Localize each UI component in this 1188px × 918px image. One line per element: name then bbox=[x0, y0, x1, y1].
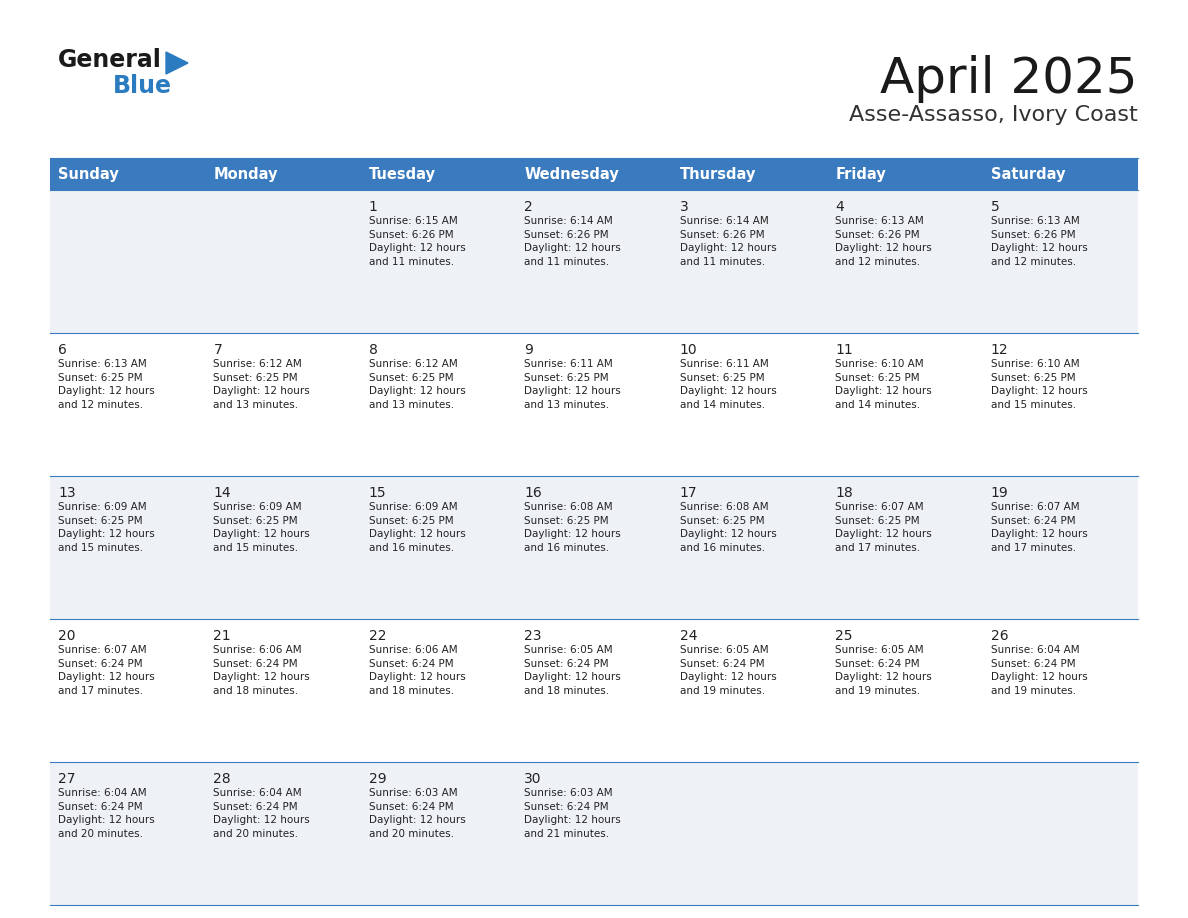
Text: 6: 6 bbox=[58, 343, 67, 357]
Text: Sunrise: 6:06 AM
Sunset: 6:24 PM
Daylight: 12 hours
and 18 minutes.: Sunrise: 6:06 AM Sunset: 6:24 PM Dayligh… bbox=[214, 645, 310, 696]
Text: 13: 13 bbox=[58, 486, 76, 500]
Text: Sunrise: 6:08 AM
Sunset: 6:25 PM
Daylight: 12 hours
and 16 minutes.: Sunrise: 6:08 AM Sunset: 6:25 PM Dayligh… bbox=[524, 502, 621, 553]
Text: Sunrise: 6:09 AM
Sunset: 6:25 PM
Daylight: 12 hours
and 16 minutes.: Sunrise: 6:09 AM Sunset: 6:25 PM Dayligh… bbox=[368, 502, 466, 553]
Text: Sunrise: 6:09 AM
Sunset: 6:25 PM
Daylight: 12 hours
and 15 minutes.: Sunrise: 6:09 AM Sunset: 6:25 PM Dayligh… bbox=[214, 502, 310, 553]
Text: 9: 9 bbox=[524, 343, 533, 357]
Text: 12: 12 bbox=[991, 343, 1009, 357]
Text: 3: 3 bbox=[680, 200, 689, 214]
FancyBboxPatch shape bbox=[50, 158, 1138, 190]
Text: 2: 2 bbox=[524, 200, 533, 214]
Text: Sunrise: 6:14 AM
Sunset: 6:26 PM
Daylight: 12 hours
and 11 minutes.: Sunrise: 6:14 AM Sunset: 6:26 PM Dayligh… bbox=[524, 216, 621, 267]
Text: 5: 5 bbox=[991, 200, 999, 214]
Text: 15: 15 bbox=[368, 486, 386, 500]
Text: Blue: Blue bbox=[113, 74, 172, 98]
Text: General: General bbox=[58, 48, 162, 72]
Text: 7: 7 bbox=[214, 343, 222, 357]
FancyBboxPatch shape bbox=[50, 619, 1138, 762]
Text: Sunrise: 6:11 AM
Sunset: 6:25 PM
Daylight: 12 hours
and 14 minutes.: Sunrise: 6:11 AM Sunset: 6:25 PM Dayligh… bbox=[680, 359, 777, 409]
Text: 21: 21 bbox=[214, 629, 230, 643]
Text: 17: 17 bbox=[680, 486, 697, 500]
Text: 26: 26 bbox=[991, 629, 1009, 643]
Text: 20: 20 bbox=[58, 629, 76, 643]
Text: Monday: Monday bbox=[214, 166, 278, 182]
Text: Tuesday: Tuesday bbox=[368, 166, 436, 182]
Text: Friday: Friday bbox=[835, 166, 886, 182]
Text: Wednesday: Wednesday bbox=[524, 166, 619, 182]
Text: 18: 18 bbox=[835, 486, 853, 500]
Text: Sunrise: 6:09 AM
Sunset: 6:25 PM
Daylight: 12 hours
and 15 minutes.: Sunrise: 6:09 AM Sunset: 6:25 PM Dayligh… bbox=[58, 502, 154, 553]
Text: Sunrise: 6:13 AM
Sunset: 6:26 PM
Daylight: 12 hours
and 12 minutes.: Sunrise: 6:13 AM Sunset: 6:26 PM Dayligh… bbox=[991, 216, 1087, 267]
Text: Sunrise: 6:10 AM
Sunset: 6:25 PM
Daylight: 12 hours
and 14 minutes.: Sunrise: 6:10 AM Sunset: 6:25 PM Dayligh… bbox=[835, 359, 931, 409]
Text: Sunrise: 6:13 AM
Sunset: 6:26 PM
Daylight: 12 hours
and 12 minutes.: Sunrise: 6:13 AM Sunset: 6:26 PM Dayligh… bbox=[835, 216, 931, 267]
Text: Sunrise: 6:05 AM
Sunset: 6:24 PM
Daylight: 12 hours
and 19 minutes.: Sunrise: 6:05 AM Sunset: 6:24 PM Dayligh… bbox=[680, 645, 777, 696]
Text: 16: 16 bbox=[524, 486, 542, 500]
Text: 19: 19 bbox=[991, 486, 1009, 500]
Text: Thursday: Thursday bbox=[680, 166, 756, 182]
Text: Sunrise: 6:15 AM
Sunset: 6:26 PM
Daylight: 12 hours
and 11 minutes.: Sunrise: 6:15 AM Sunset: 6:26 PM Dayligh… bbox=[368, 216, 466, 267]
Text: 11: 11 bbox=[835, 343, 853, 357]
Text: 23: 23 bbox=[524, 629, 542, 643]
Text: Sunrise: 6:04 AM
Sunset: 6:24 PM
Daylight: 12 hours
and 20 minutes.: Sunrise: 6:04 AM Sunset: 6:24 PM Dayligh… bbox=[58, 788, 154, 839]
Text: 29: 29 bbox=[368, 772, 386, 786]
FancyBboxPatch shape bbox=[50, 190, 1138, 333]
Text: Sunrise: 6:12 AM
Sunset: 6:25 PM
Daylight: 12 hours
and 13 minutes.: Sunrise: 6:12 AM Sunset: 6:25 PM Dayligh… bbox=[214, 359, 310, 409]
Text: 10: 10 bbox=[680, 343, 697, 357]
Text: Sunrise: 6:04 AM
Sunset: 6:24 PM
Daylight: 12 hours
and 19 minutes.: Sunrise: 6:04 AM Sunset: 6:24 PM Dayligh… bbox=[991, 645, 1087, 696]
Text: 24: 24 bbox=[680, 629, 697, 643]
FancyBboxPatch shape bbox=[50, 476, 1138, 619]
Text: Asse-Assasso, Ivory Coast: Asse-Assasso, Ivory Coast bbox=[849, 105, 1138, 125]
Text: 27: 27 bbox=[58, 772, 76, 786]
Text: April 2025: April 2025 bbox=[880, 55, 1138, 103]
Text: Sunrise: 6:04 AM
Sunset: 6:24 PM
Daylight: 12 hours
and 20 minutes.: Sunrise: 6:04 AM Sunset: 6:24 PM Dayligh… bbox=[214, 788, 310, 839]
Text: Sunrise: 6:03 AM
Sunset: 6:24 PM
Daylight: 12 hours
and 20 minutes.: Sunrise: 6:03 AM Sunset: 6:24 PM Dayligh… bbox=[368, 788, 466, 839]
Text: Sunrise: 6:07 AM
Sunset: 6:24 PM
Daylight: 12 hours
and 17 minutes.: Sunrise: 6:07 AM Sunset: 6:24 PM Dayligh… bbox=[991, 502, 1087, 553]
Text: Sunrise: 6:08 AM
Sunset: 6:25 PM
Daylight: 12 hours
and 16 minutes.: Sunrise: 6:08 AM Sunset: 6:25 PM Dayligh… bbox=[680, 502, 777, 553]
FancyBboxPatch shape bbox=[50, 333, 1138, 476]
Text: 4: 4 bbox=[835, 200, 843, 214]
Text: Sunrise: 6:07 AM
Sunset: 6:25 PM
Daylight: 12 hours
and 17 minutes.: Sunrise: 6:07 AM Sunset: 6:25 PM Dayligh… bbox=[835, 502, 931, 553]
Text: Sunrise: 6:12 AM
Sunset: 6:25 PM
Daylight: 12 hours
and 13 minutes.: Sunrise: 6:12 AM Sunset: 6:25 PM Dayligh… bbox=[368, 359, 466, 409]
Text: 22: 22 bbox=[368, 629, 386, 643]
Text: 8: 8 bbox=[368, 343, 378, 357]
Text: Sunrise: 6:13 AM
Sunset: 6:25 PM
Daylight: 12 hours
and 12 minutes.: Sunrise: 6:13 AM Sunset: 6:25 PM Dayligh… bbox=[58, 359, 154, 409]
Text: Sunrise: 6:05 AM
Sunset: 6:24 PM
Daylight: 12 hours
and 18 minutes.: Sunrise: 6:05 AM Sunset: 6:24 PM Dayligh… bbox=[524, 645, 621, 696]
Text: Sunrise: 6:10 AM
Sunset: 6:25 PM
Daylight: 12 hours
and 15 minutes.: Sunrise: 6:10 AM Sunset: 6:25 PM Dayligh… bbox=[991, 359, 1087, 409]
FancyBboxPatch shape bbox=[50, 762, 1138, 905]
Text: Sunrise: 6:05 AM
Sunset: 6:24 PM
Daylight: 12 hours
and 19 minutes.: Sunrise: 6:05 AM Sunset: 6:24 PM Dayligh… bbox=[835, 645, 931, 696]
Text: Sunrise: 6:03 AM
Sunset: 6:24 PM
Daylight: 12 hours
and 21 minutes.: Sunrise: 6:03 AM Sunset: 6:24 PM Dayligh… bbox=[524, 788, 621, 839]
Text: Sunrise: 6:07 AM
Sunset: 6:24 PM
Daylight: 12 hours
and 17 minutes.: Sunrise: 6:07 AM Sunset: 6:24 PM Dayligh… bbox=[58, 645, 154, 696]
Text: 25: 25 bbox=[835, 629, 853, 643]
Text: Sunday: Sunday bbox=[58, 166, 119, 182]
Text: 28: 28 bbox=[214, 772, 230, 786]
Text: Sunrise: 6:06 AM
Sunset: 6:24 PM
Daylight: 12 hours
and 18 minutes.: Sunrise: 6:06 AM Sunset: 6:24 PM Dayligh… bbox=[368, 645, 466, 696]
Text: 30: 30 bbox=[524, 772, 542, 786]
Text: 14: 14 bbox=[214, 486, 230, 500]
Text: Sunrise: 6:11 AM
Sunset: 6:25 PM
Daylight: 12 hours
and 13 minutes.: Sunrise: 6:11 AM Sunset: 6:25 PM Dayligh… bbox=[524, 359, 621, 409]
Text: Saturday: Saturday bbox=[991, 166, 1066, 182]
Polygon shape bbox=[166, 52, 188, 74]
Text: Sunrise: 6:14 AM
Sunset: 6:26 PM
Daylight: 12 hours
and 11 minutes.: Sunrise: 6:14 AM Sunset: 6:26 PM Dayligh… bbox=[680, 216, 777, 267]
Text: 1: 1 bbox=[368, 200, 378, 214]
